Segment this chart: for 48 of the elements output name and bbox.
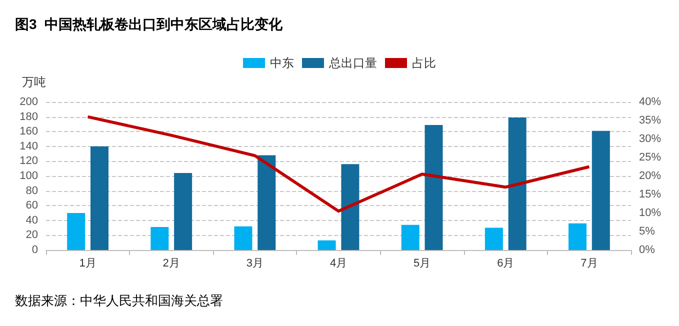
bar [67, 213, 86, 250]
bar [258, 155, 276, 250]
y-tick-label: 160 [20, 126, 38, 138]
chart-title: 图3 中国热轧板卷出口到中东区域占比变化 [15, 16, 284, 32]
y-tick-label: 100 [20, 170, 38, 182]
x-tick-label: 1月 [79, 258, 96, 270]
bar [234, 226, 252, 250]
y2-tick-label: 20% [639, 170, 662, 182]
bar [568, 223, 587, 250]
y2-tick-label: 35% [639, 114, 662, 126]
bar [341, 164, 360, 250]
y-tick-label: 60 [26, 200, 38, 212]
y-tick-label: 200 [20, 96, 38, 108]
y-tick-label: 40 [26, 214, 38, 226]
y-tick-label: 0 [32, 244, 38, 256]
y-tick-label: 20 [26, 229, 38, 242]
x-tick-label: 6月 [497, 258, 514, 270]
bar [508, 118, 526, 250]
bar [401, 224, 420, 250]
bar [592, 130, 610, 250]
bar [150, 227, 169, 250]
bar [174, 173, 192, 250]
legend-label: 占比 [412, 56, 436, 70]
source-note: 数据来源：中华人民共和国海关总署 [15, 293, 223, 308]
y-tick-label: 140 [20, 140, 38, 152]
line-series [86, 115, 591, 213]
y2-tick-label: 15% [639, 188, 662, 200]
y2-tick-label: 5% [639, 226, 656, 238]
x-tick-label: 4月 [330, 258, 348, 270]
x-tick-label: 5月 [414, 258, 431, 270]
y-tick-label: 80 [26, 184, 38, 197]
legend-label: 中东 [270, 56, 294, 70]
x-tick-label: 3月 [246, 258, 264, 270]
legend-label: 总出口量 [328, 56, 377, 70]
bar [318, 240, 336, 250]
y2-tick-label: 10% [639, 207, 662, 219]
x-tick-label: 7月 [580, 258, 598, 270]
y2-tick-label: 40% [639, 96, 662, 108]
y-tick-label: 120 [20, 155, 38, 168]
bar [90, 146, 108, 250]
y-axis-title: 万吨 [22, 75, 46, 89]
y2-tick-label: 0% [639, 244, 656, 256]
x-tick-label: 2月 [162, 258, 180, 270]
y2-tick-label: 25% [639, 152, 662, 164]
bar [424, 124, 443, 250]
y-tick-label: 180 [20, 110, 38, 123]
bar [484, 228, 503, 250]
y2-tick-label: 30% [639, 133, 662, 145]
